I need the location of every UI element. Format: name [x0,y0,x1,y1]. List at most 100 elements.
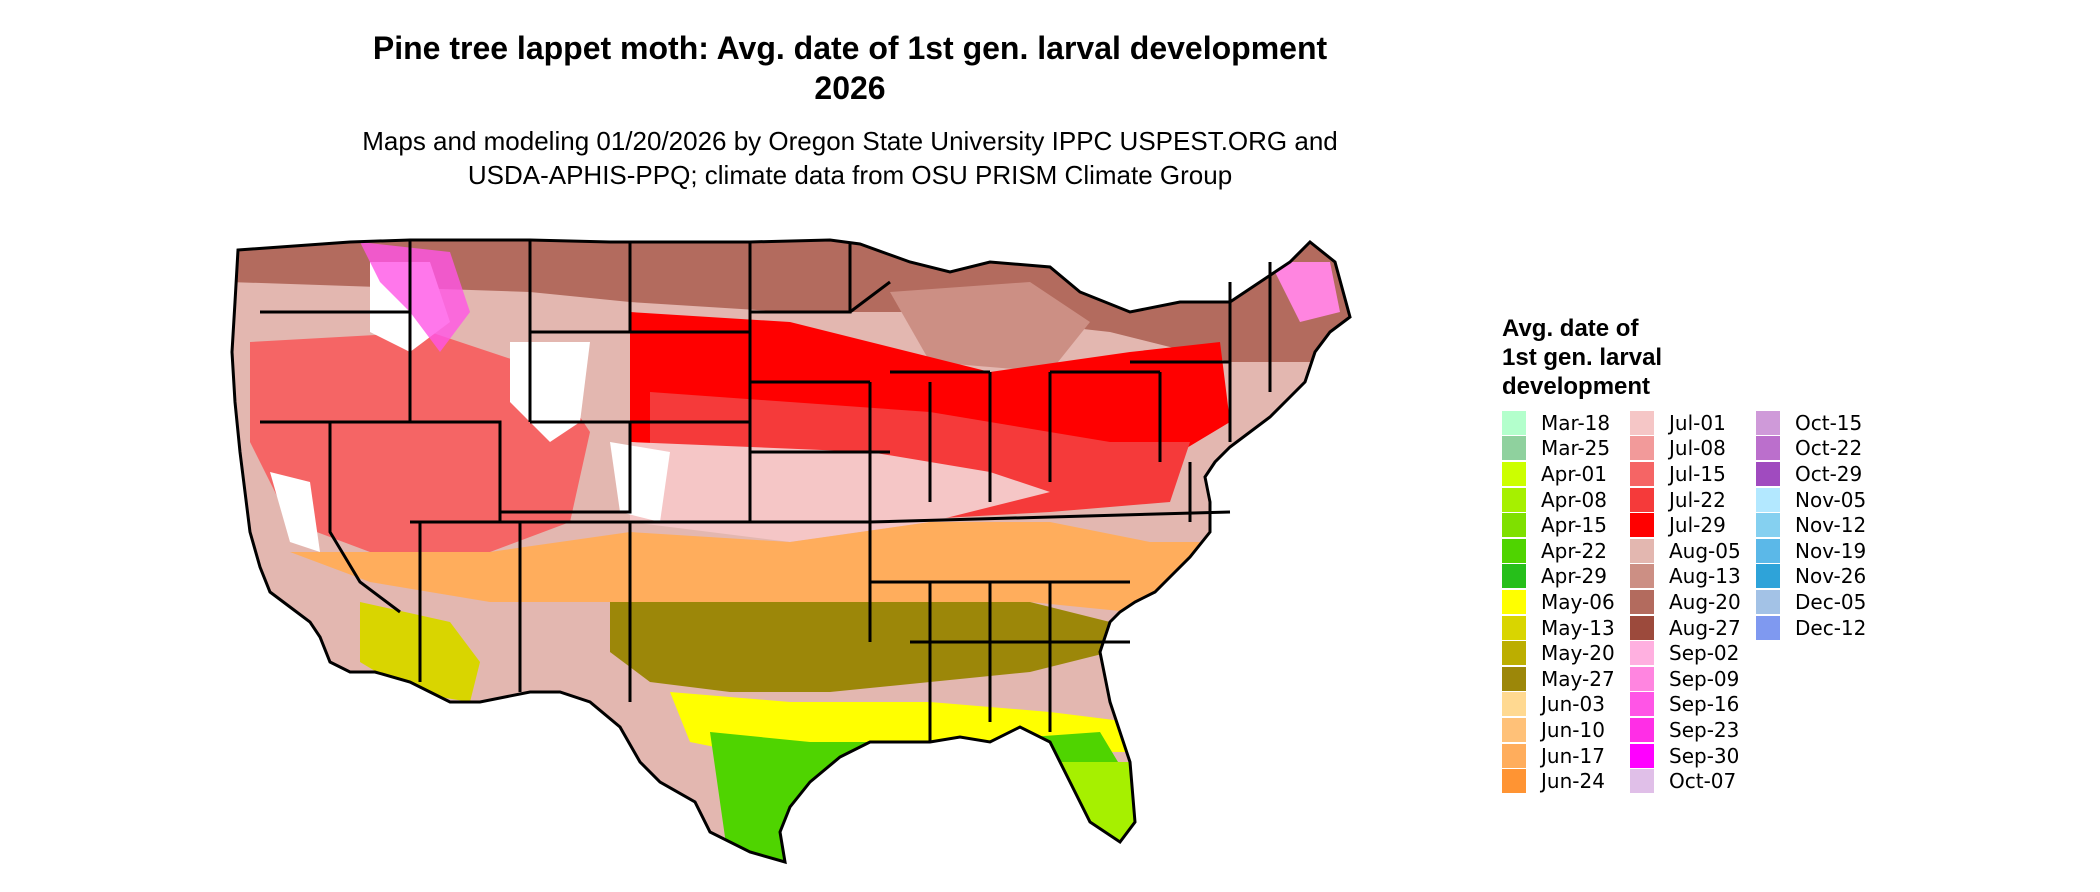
legend-label: Apr-22 [1541,538,1607,563]
legend-item: Jul-29 [1630,512,1741,538]
legend-swatch [1630,513,1654,538]
legend-item: Apr-29 [1502,564,1615,590]
legend-swatch [1756,487,1780,512]
map-subtitle-line-2: USDA-APHIS-PPQ; climate data from OSU PR… [467,160,1233,190]
legend-swatch [1630,615,1654,640]
florida-lightgreen-region [1060,762,1140,862]
map-subtitle: Maps and modeling 01/20/2026 by Oregon S… [250,124,1450,192]
gulf-olive-region [610,602,1110,692]
legend-swatch [1630,641,1654,666]
legend-swatch [1756,615,1780,640]
legend-item: Jul-15 [1630,461,1741,487]
legend-label: Sep-02 [1669,641,1740,666]
sierra-white-region [270,472,320,552]
legend-label: Oct-22 [1795,436,1863,461]
legend-swatch [1502,436,1526,461]
legend-label: Jul-15 [1669,461,1726,486]
legend-label: May-06 [1541,589,1615,614]
legend-label: May-20 [1541,641,1615,666]
legend-item: Mar-18 [1502,410,1615,436]
legend-label: Jun-17 [1541,743,1605,768]
legend-swatch [1630,743,1654,768]
legend-label: Aug-13 [1669,564,1741,589]
legend-label: Sep-09 [1669,666,1740,691]
legend-swatch [1502,666,1526,691]
legend-item: Apr-01 [1502,461,1615,487]
legend-column-3: Oct-15 Oct-22 Oct-29 Nov-05 Nov-12 Nov-19 Nov-… [1756,410,1866,640]
legend-item: May-06 [1502,589,1615,615]
central-pink-region [630,442,1050,542]
legend-label: Nov-12 [1795,513,1867,538]
legend-swatch [1630,564,1654,589]
legend-title-line-2: 1st gen. larval [1502,344,1663,371]
legend-label: Oct-29 [1795,461,1863,486]
legend-label: Jul-29 [1669,513,1726,538]
legend-label: May-13 [1541,615,1615,640]
legend-label: Mar-25 [1541,436,1611,461]
legend-item: Jun-17 [1502,743,1615,769]
legend-label: Aug-27 [1669,615,1741,640]
legend-label: Jun-24 [1541,769,1605,794]
legend-swatch [1756,513,1780,538]
legend-item: Nov-19 [1756,538,1866,564]
legend-swatch [1630,692,1654,717]
state-borders [230,238,1352,865]
colorado-white-region [610,442,670,522]
legend-label: Jul-08 [1669,436,1726,461]
legend-label: Jul-01 [1669,410,1726,435]
legend-swatch [1630,410,1654,435]
legend-item: Oct-07 [1630,768,1741,794]
mountain-magenta-region [360,242,470,352]
legend-item: Aug-27 [1630,615,1741,641]
legend-item: Jul-22 [1630,487,1741,513]
legend-swatch [1502,769,1526,794]
maine-magenta-region [1270,262,1340,322]
legend-swatch [1502,615,1526,640]
legend-item: Sep-16 [1630,692,1741,718]
legend-label: Jun-10 [1541,717,1605,742]
legend-swatch [1630,436,1654,461]
legend-label: Nov-26 [1795,564,1867,589]
west-red-region [250,332,590,552]
legend-item: Apr-08 [1502,487,1615,513]
legend-swatch [1502,461,1526,486]
legend-label: Apr-01 [1541,461,1607,486]
legend-title-line-1: Avg. date of [1502,315,1639,342]
legend-swatch [1502,743,1526,768]
legend-swatch [1630,717,1654,742]
great-lakes-region [890,282,1090,372]
legend-swatch [1502,487,1526,512]
legend-swatch [1630,461,1654,486]
legend-swatch [1756,410,1780,435]
legend-item: Jun-03 [1502,692,1615,718]
legend-label: Sep-30 [1669,743,1740,768]
legend-column-1: Mar-18 Mar-25 Apr-01 Apr-08 Apr-15 Apr-22 Apr-… [1502,410,1615,794]
legend-swatch [1502,589,1526,614]
map-title: Pine tree lappet moth: Avg. date of 1st … [250,28,1450,108]
legend-label: Aug-20 [1669,589,1741,614]
legend-item: Mar-25 [1502,436,1615,462]
legend-label: Oct-15 [1795,410,1863,435]
legend-item: Jul-08 [1630,436,1741,462]
legend-swatch [1502,717,1526,742]
legend-title: Avg. date of 1st gen. larval development [1502,314,1762,401]
legend-swatch [1630,487,1654,512]
legend-swatch [1502,564,1526,589]
map-title-line-2: 2026 [814,70,886,106]
legend-swatch [1502,410,1526,435]
legend-swatch [1630,589,1654,614]
legend-item: Aug-05 [1630,538,1741,564]
legend-label: Jul-22 [1669,487,1726,512]
legend-item: Aug-13 [1630,564,1741,590]
legend-label: Oct-07 [1669,769,1737,794]
legend-item: Sep-30 [1630,743,1741,769]
legend-swatch [1502,692,1526,717]
us-heat-map [230,238,1352,865]
legend-item: Jul-01 [1630,410,1741,436]
legend-column-2: Jul-01 Jul-08 Jul-15 Jul-22 Jul-29 Aug-05 Aug-… [1630,410,1741,794]
legend-label: Sep-23 [1669,717,1740,742]
legend-label: Aug-05 [1669,538,1741,563]
legend-title-line-3: development [1502,373,1651,400]
legend-label: Apr-29 [1541,564,1607,589]
gulf-green-region [710,732,1130,862]
